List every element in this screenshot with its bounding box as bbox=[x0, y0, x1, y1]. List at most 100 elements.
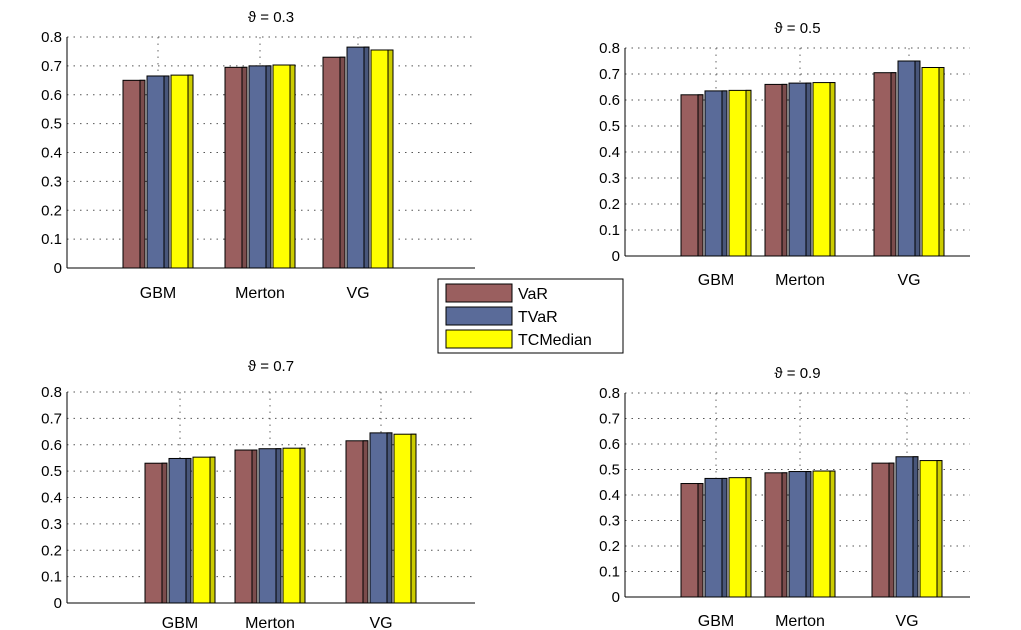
bar-side-shade bbox=[187, 74, 194, 269]
x-tick-label: VG bbox=[895, 613, 918, 630]
x-tick-label: Merton bbox=[775, 613, 825, 630]
legend: VaR TVaR TCMedian bbox=[437, 278, 624, 354]
y-tick-label: 0.7 bbox=[41, 58, 62, 75]
legend-swatch-tvar bbox=[445, 306, 513, 326]
charts-group: ϑ = 0.3 0 0.1 0.2 0.3 0.4 0.5 0.6 0.7 0.8 GBM Merto… bbox=[41, 9, 970, 630]
y-tick-label: 0.5 bbox=[599, 118, 620, 135]
y-tick-label: 0.1 bbox=[41, 231, 62, 248]
y-tick-label: 0.3 bbox=[41, 173, 62, 190]
bar-side-shade bbox=[241, 66, 248, 269]
bar-side-shade bbox=[139, 79, 146, 269]
x-tick-label: VG bbox=[346, 285, 369, 302]
bar-side-shade bbox=[275, 448, 282, 604]
y-tick-label: 0.4 bbox=[599, 144, 620, 161]
chart-title: ϑ = 0.7 bbox=[248, 358, 294, 375]
y-tick-label: 0.4 bbox=[41, 490, 62, 507]
bar-side-shade bbox=[829, 82, 836, 257]
legend-label-tvar: TVaR bbox=[518, 309, 558, 326]
bar-side-shade bbox=[265, 65, 272, 269]
bar-side-shade bbox=[339, 56, 346, 269]
chart-panel-1: ϑ = 0.3 0 0.1 0.2 0.3 0.4 0.5 0.6 0.7 0.8 GBM Merto… bbox=[41, 9, 475, 302]
x-tick-label: GBM bbox=[140, 285, 176, 302]
y-tick-label: 0 bbox=[612, 248, 620, 265]
y-tick-label: 0.6 bbox=[41, 87, 62, 104]
y-tick-label: 0.8 bbox=[599, 385, 620, 402]
bar-side-shade bbox=[163, 75, 170, 269]
chart-panel-4: ϑ = 0.9 0 0.1 0.2 0.3 0.4 0.5 0.6 0.7 0.8 GBM Merto… bbox=[599, 365, 970, 630]
y-tick-label: 0.2 bbox=[599, 196, 620, 213]
y-tick-label: 0.3 bbox=[599, 170, 620, 187]
y-tick-label: 0.6 bbox=[599, 436, 620, 453]
y-tick-label: 0.7 bbox=[599, 66, 620, 83]
x-tick-label: GBM bbox=[162, 615, 198, 630]
y-tick-label: 0.5 bbox=[599, 462, 620, 479]
y-tick-label: 0 bbox=[612, 589, 620, 606]
y-tick-label: 0.6 bbox=[599, 92, 620, 109]
bar-side-shade bbox=[410, 433, 417, 604]
bar-side-shade bbox=[387, 49, 394, 269]
y-tick-label: 0.2 bbox=[41, 202, 62, 219]
x-tick-label: Merton bbox=[245, 615, 295, 630]
bar-side-shade bbox=[829, 470, 836, 598]
bar-side-shade bbox=[936, 460, 943, 598]
bar-side-shade bbox=[914, 60, 921, 257]
bar-side-shade bbox=[161, 462, 168, 604]
x-tick-label: GBM bbox=[698, 272, 734, 289]
chart-title: ϑ = 0.3 bbox=[248, 9, 294, 26]
x-tick-label: Merton bbox=[775, 272, 825, 289]
chart-title: ϑ = 0.9 bbox=[774, 365, 820, 382]
y-tick-label: 0.4 bbox=[599, 487, 620, 504]
y-tick-label: 0.7 bbox=[599, 411, 620, 428]
y-tick-label: 0.6 bbox=[41, 437, 62, 454]
y-tick-label: 0.3 bbox=[599, 513, 620, 530]
legend-swatch-tcmedian bbox=[445, 329, 513, 349]
legend-swatch-var bbox=[445, 283, 513, 303]
bar-side-shade bbox=[890, 72, 897, 257]
y-tick-label: 0 bbox=[54, 595, 62, 612]
bar-side-shade bbox=[362, 440, 369, 604]
y-tick-label: 0.1 bbox=[599, 564, 620, 581]
legend-label-tcmedian: TCMedian bbox=[518, 332, 592, 349]
bar-side-shade bbox=[781, 472, 788, 598]
x-tick-label: GBM bbox=[698, 613, 734, 630]
bar-side-shade bbox=[299, 447, 306, 604]
bar-side-shade bbox=[209, 456, 216, 604]
y-tick-label: 0.4 bbox=[41, 145, 62, 162]
bar-side-shade bbox=[805, 82, 812, 257]
y-tick-label: 0.5 bbox=[41, 463, 62, 480]
y-tick-label: 0.8 bbox=[41, 384, 62, 401]
bar-side-shade bbox=[721, 477, 728, 598]
legend-label-var: VaR bbox=[518, 286, 548, 303]
bar-side-shade bbox=[721, 90, 728, 257]
y-tick-label: 0.5 bbox=[41, 116, 62, 133]
y-tick-label: 0.2 bbox=[599, 538, 620, 555]
bar-side-shade bbox=[251, 449, 258, 604]
y-tick-label: 0.7 bbox=[41, 410, 62, 427]
bar-side-shade bbox=[781, 83, 788, 257]
bar-side-shade bbox=[363, 46, 370, 269]
bar-side-shade bbox=[912, 456, 919, 598]
x-tick-label: Merton bbox=[235, 285, 285, 302]
bar-side-shade bbox=[185, 457, 192, 604]
y-tick-label: 0.1 bbox=[41, 569, 62, 586]
bar-side-shade bbox=[805, 471, 812, 598]
y-tick-label: 0 bbox=[54, 260, 62, 277]
chart-panel-2: ϑ = 0.5 0 0.1 0.2 0.3 0.4 0.5 0.6 0.7 0.8 GBM Merto… bbox=[599, 20, 970, 289]
chart-title: ϑ = 0.5 bbox=[774, 20, 820, 37]
x-tick-label: VG bbox=[369, 615, 392, 630]
chart-panel-3: ϑ = 0.7 0 0.1 0.2 0.3 0.4 0.5 0.6 0.7 0.8 GBM Merto… bbox=[41, 358, 475, 630]
y-tick-label: 0.1 bbox=[599, 222, 620, 239]
bar-side-shade bbox=[745, 477, 752, 598]
bar-side-shade bbox=[938, 67, 945, 257]
y-tick-label: 0.8 bbox=[599, 40, 620, 57]
bar-side-shade bbox=[289, 64, 296, 269]
bar-side-shade bbox=[697, 94, 704, 257]
y-tick-label: 0.2 bbox=[41, 542, 62, 559]
bar-side-shade bbox=[888, 462, 895, 598]
bar-side-shade bbox=[386, 432, 393, 604]
y-tick-label: 0.3 bbox=[41, 516, 62, 533]
y-tick-label: 0.8 bbox=[41, 29, 62, 46]
bar-side-shade bbox=[745, 89, 752, 257]
x-tick-label: VG bbox=[897, 272, 920, 289]
